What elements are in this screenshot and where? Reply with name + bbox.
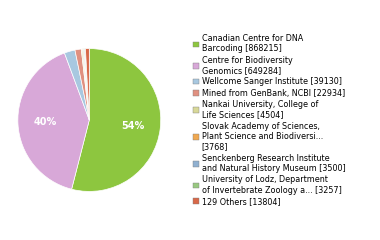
Wedge shape xyxy=(65,50,89,120)
Text: 40%: 40% xyxy=(33,117,57,127)
Wedge shape xyxy=(81,49,89,120)
Wedge shape xyxy=(71,48,161,192)
Wedge shape xyxy=(82,49,89,120)
Legend: Canadian Centre for DNA
Barcoding [868215], Centre for Biodiversity
Genomics [64: Canadian Centre for DNA Barcoding [86821… xyxy=(193,34,345,206)
Wedge shape xyxy=(84,49,89,120)
Wedge shape xyxy=(84,49,89,120)
Wedge shape xyxy=(86,48,89,120)
Wedge shape xyxy=(75,49,89,120)
Wedge shape xyxy=(18,53,89,189)
Text: 54%: 54% xyxy=(122,120,145,131)
